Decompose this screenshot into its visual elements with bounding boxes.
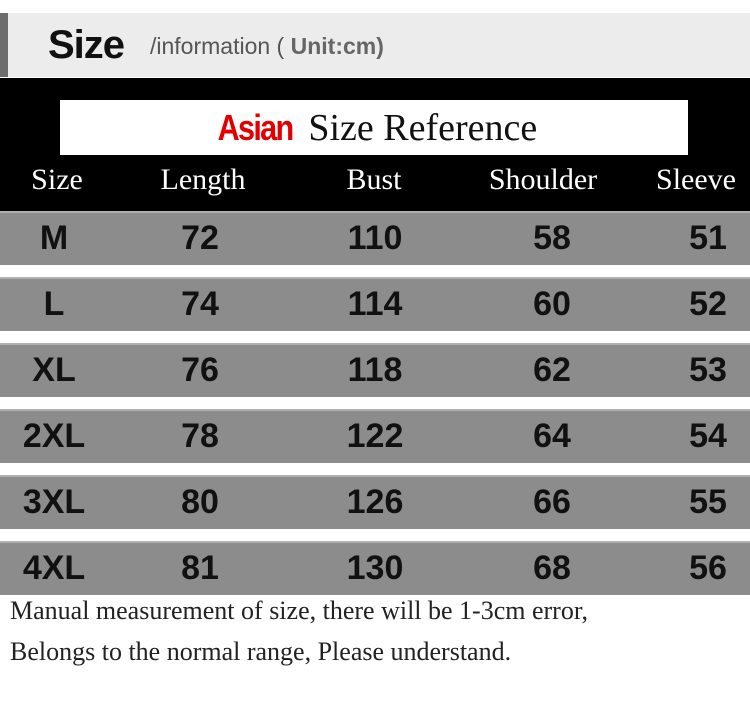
header-band: Size /information ( Unit:cm) (0, 13, 750, 77)
table-cell: 4XL (22, 549, 86, 587)
table-cell: 122 (346, 417, 404, 455)
table-cell: XL (32, 351, 76, 389)
table-cell: 68 (533, 549, 571, 587)
table-title: Asian Size Reference (60, 100, 688, 155)
table-cell: 54 (689, 417, 727, 455)
table-cell: 56 (689, 549, 727, 587)
table-cell: 76 (181, 351, 219, 389)
col-size: Size (31, 163, 83, 196)
footer-line-1: Manual measurement of size, there will b… (10, 596, 588, 625)
table-cell: 64 (533, 417, 571, 455)
table-cell: 114 (347, 285, 403, 323)
table-cell: 81 (181, 549, 219, 587)
table-cell: M (39, 219, 69, 257)
table-cell: 126 (346, 483, 404, 521)
table-cell: 110 (347, 219, 403, 257)
title-highlight: Asian (217, 107, 294, 148)
table-row: 4XL 81 130 68 56 (0, 541, 750, 595)
col-shoulder: Shoulder (488, 163, 598, 196)
table-row: 3XL 80 126 66 55 (0, 475, 750, 529)
table-cell: L (43, 285, 65, 323)
table-row: L 74 114 60 52 (0, 277, 750, 331)
footer-line-2: Belongs to the normal range, Please unde… (10, 637, 512, 666)
table-row: 2XL 78 122 64 54 (0, 409, 750, 463)
accent-bar (0, 13, 8, 77)
col-sleeve: Sleeve (656, 163, 736, 196)
table-cell: 51 (689, 219, 727, 257)
table-cell: 72 (181, 219, 219, 257)
table-cell: 58 (533, 219, 571, 257)
table-header-band: Asian Size Reference Size Length Bust Sh… (0, 78, 750, 212)
table-cell: 118 (347, 351, 403, 389)
table-row: XL 76 118 62 53 (0, 343, 750, 397)
table-cell: 66 (533, 483, 571, 521)
table-cell: 74 (181, 285, 219, 323)
header-subtitle: /information ( Unit:cm) (150, 33, 384, 60)
col-length: Length (160, 163, 246, 196)
table-cell: 2XL (22, 417, 86, 455)
col-bust: Bust (346, 163, 402, 196)
subtitle-text: /information ( (150, 33, 285, 59)
table-cell: 3XL (22, 483, 86, 521)
table-cell: 62 (533, 351, 571, 389)
table-cell: 78 (181, 417, 219, 455)
table-cell: 130 (346, 549, 404, 587)
table-cell: 52 (689, 285, 727, 323)
header-title: Size (48, 23, 125, 67)
table-cell: 53 (689, 351, 727, 389)
table-cell: 60 (533, 285, 571, 323)
table-row: M 72 110 58 51 (0, 211, 750, 265)
unit-text: Unit:cm) (290, 33, 384, 59)
title-rest: Size Reference (308, 107, 538, 149)
table-cell: 55 (689, 483, 727, 521)
table-cell: 80 (181, 483, 219, 521)
column-headers: Size Length Bust Shoulder Sleeve (0, 163, 750, 203)
